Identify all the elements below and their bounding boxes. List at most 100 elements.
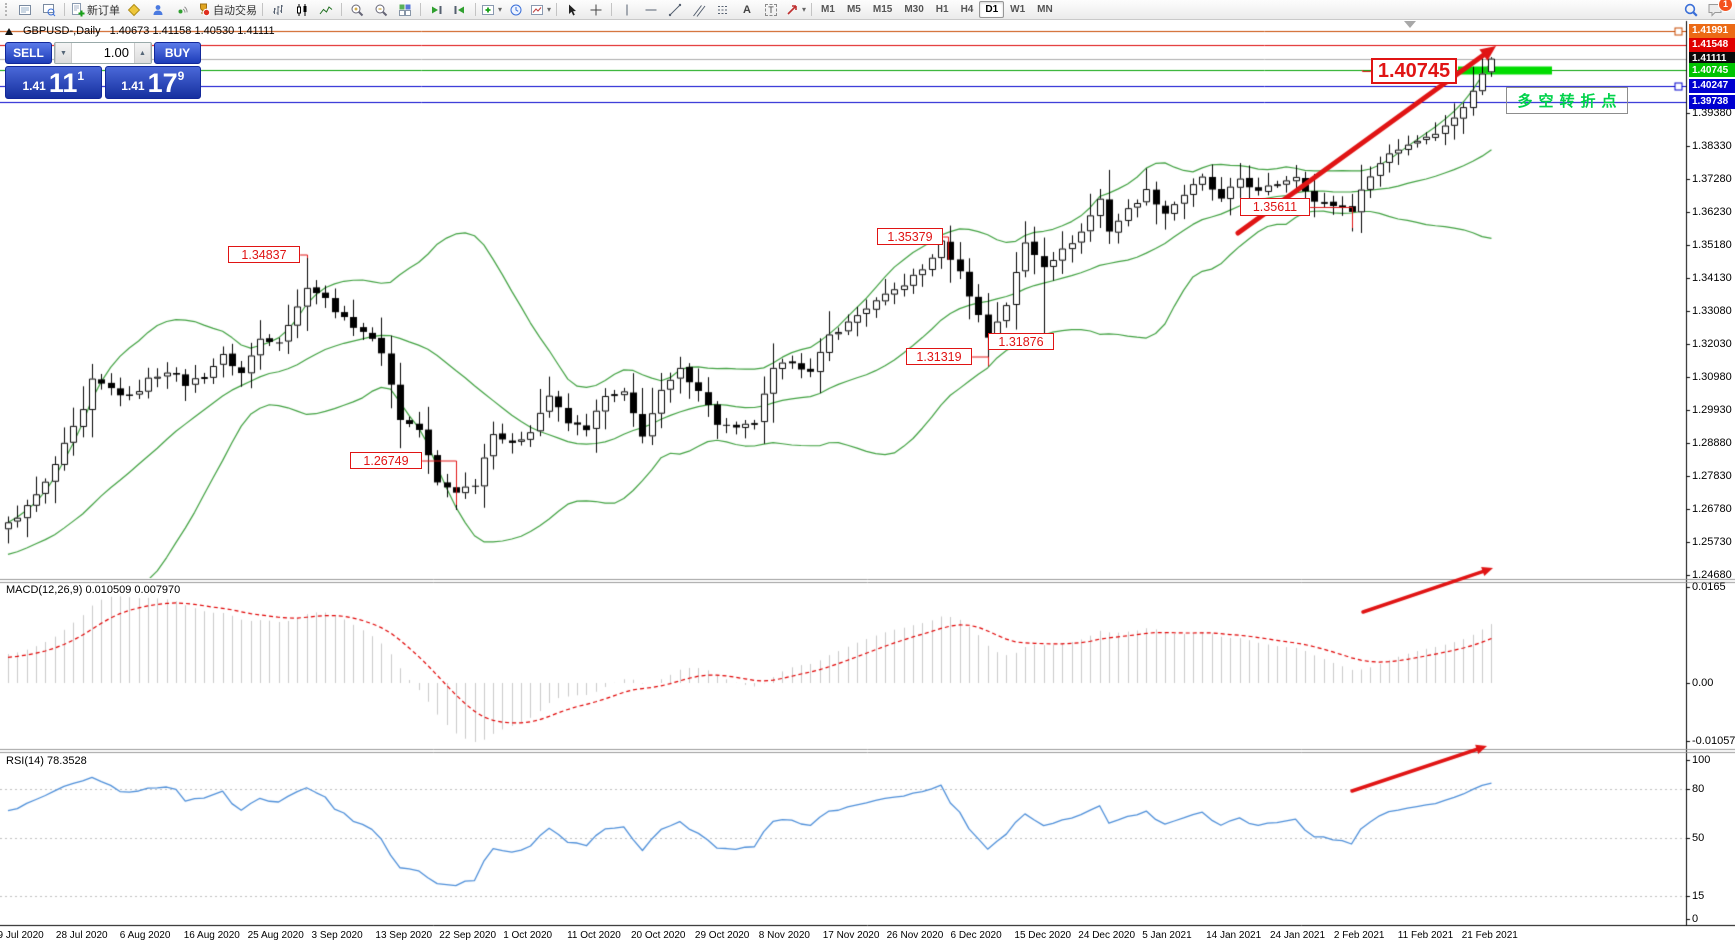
notification-badge: 1	[1718, 0, 1733, 12]
chevron-down-icon: ▾	[802, 5, 807, 14]
price-tick: 1.30980	[1692, 371, 1732, 383]
timeframe-M30[interactable]: M30	[904, 4, 924, 15]
buy-price-button[interactable]: 1.41 17 9	[104, 66, 201, 99]
date-label: 8 Nov 2020	[758, 930, 810, 941]
tile-windows-icon[interactable]	[393, 1, 417, 19]
label-tool[interactable]: T	[759, 1, 783, 19]
timeframe-H4[interactable]: H4	[960, 4, 974, 15]
candlestick-icon[interactable]	[290, 1, 314, 19]
date-label: 2 Feb 2021	[1333, 930, 1385, 941]
date-label: 19 Jul 2020	[0, 930, 44, 941]
date-label: 21 Feb 2021	[1461, 930, 1518, 941]
price-callout[interactable]: 1.35379	[877, 228, 943, 245]
signals-icon[interactable]	[170, 1, 194, 19]
date-label: 28 Jul 2020	[55, 930, 108, 941]
timeframe-MN[interactable]: MN	[1037, 4, 1053, 15]
date-label: 20 Oct 2020	[631, 930, 686, 941]
price-callout[interactable]: 1.40745	[1371, 58, 1457, 84]
bar-chart-icon[interactable]	[266, 1, 290, 19]
timeframe-M15[interactable]: M15	[872, 4, 893, 15]
autotrading-button[interactable]: 自动交易	[194, 1, 259, 19]
price-tick: 1.38330	[1692, 140, 1732, 152]
rsi-tick: 50	[1692, 832, 1705, 844]
trendline-tool[interactable]	[663, 1, 687, 19]
date-label: 24 Dec 2020	[1078, 930, 1136, 941]
toolbar-grip	[5, 3, 10, 16]
timeframe-W1[interactable]: W1	[1010, 4, 1026, 15]
cursor-tool[interactable]	[560, 1, 584, 19]
equidistant-channel-tool[interactable]	[687, 1, 711, 19]
macd-label: MACD(12,26,9) 0.010509 0.007970	[6, 584, 181, 596]
data-window-icon[interactable]	[37, 1, 61, 19]
price-tick: 1.29930	[1692, 404, 1732, 416]
price-tick: 1.37280	[1692, 173, 1732, 185]
zoom-out-icon[interactable]	[369, 1, 393, 19]
price-tick: 1.24680	[1692, 569, 1732, 581]
crosshair-tool[interactable]	[584, 1, 608, 19]
price-line-chip: 1.40247	[1689, 78, 1735, 93]
chart-shift-icon[interactable]	[448, 1, 472, 19]
notifications-button[interactable]: 1	[1703, 0, 1733, 19]
text-object-pivot[interactable]: 多空转折点	[1506, 87, 1628, 114]
horizontal-line-tool[interactable]	[639, 1, 663, 19]
date-label: 22 Sep 2020	[439, 930, 497, 941]
timeframe-H1[interactable]: H1	[935, 4, 949, 15]
date-label: 14 Jan 2021	[1206, 930, 1262, 941]
date-label: 6 Aug 2020	[119, 930, 171, 941]
buy-button[interactable]: BUY	[154, 42, 201, 64]
auto-scroll-icon[interactable]	[424, 1, 448, 19]
volume-increase-button[interactable]: ▲	[134, 43, 151, 63]
new-order-label: 新订单	[87, 4, 120, 17]
price-callout[interactable]: 1.35611	[1240, 198, 1310, 216]
chevron-down-icon: ▾	[547, 5, 552, 14]
zoom-in-icon[interactable]	[345, 1, 369, 19]
one-click-toggle-icon[interactable]	[5, 27, 13, 35]
timeframe-M5[interactable]: M5	[846, 4, 861, 15]
experts-icon[interactable]	[146, 1, 170, 19]
rsi-tick: 0	[1692, 913, 1699, 925]
macd-tick: 0.00	[1692, 677, 1714, 689]
arrows-tool[interactable]: ▾	[783, 1, 808, 19]
vertical-line-tool[interactable]	[615, 1, 639, 19]
buy-price-sup: 9	[177, 69, 185, 83]
templates-button[interactable]: ▾	[528, 1, 553, 19]
date-label: 24 Jan 2021	[1270, 930, 1326, 941]
rsi-label: RSI(14) 78.3528	[6, 755, 87, 767]
price-line-chip: 1.41991	[1689, 23, 1735, 38]
symbol-period-label: GBPUSD-,Daily	[23, 25, 101, 37]
search-icon[interactable]	[1679, 1, 1703, 19]
buy-price-small: 1.41	[121, 79, 145, 93]
volume-input[interactable]: 1.00	[103, 45, 129, 60]
indicators-button[interactable]: ▾	[479, 1, 504, 19]
price-callout[interactable]: 1.26749	[350, 452, 422, 469]
line-chart-icon[interactable]	[314, 1, 338, 19]
text-tool[interactable]: A	[743, 3, 751, 16]
price-tick: 1.36230	[1692, 206, 1732, 218]
date-label: 17 Nov 2020	[822, 930, 880, 941]
fibonacci-tool[interactable]	[711, 1, 735, 19]
new-order-button[interactable]: 新订单	[68, 1, 122, 19]
sell-price-small: 1.41	[22, 79, 46, 93]
price-tick: 1.35180	[1692, 239, 1732, 251]
price-callout[interactable]: 1.34837	[228, 246, 300, 263]
toolbar-separator	[420, 3, 421, 16]
price-line-chip: 1.41111	[1689, 51, 1735, 66]
volume-decrease-button[interactable]: ▼	[55, 43, 72, 63]
terminal-icon[interactable]	[13, 1, 37, 19]
sell-button[interactable]: SELL	[5, 42, 52, 64]
price-callout[interactable]: 1.31319	[906, 348, 972, 365]
price-tick: 1.39380	[1692, 107, 1732, 119]
timeframe-D1[interactable]: D1	[979, 1, 1005, 18]
sell-price-button[interactable]: 1.41 11 1	[5, 66, 102, 99]
date-label: 1 Oct 2020	[503, 930, 553, 941]
timeframe-M1[interactable]: M1	[821, 4, 835, 15]
price-tick: 1.28880	[1692, 437, 1732, 449]
toolbar-separator	[341, 3, 342, 16]
price-callout[interactable]: 1.31876	[988, 333, 1054, 350]
periods-clock-button[interactable]	[504, 1, 528, 19]
styler-icon[interactable]	[122, 1, 146, 19]
volume-stepper: ▼ 1.00 ▲	[54, 42, 152, 64]
toolbar-separator	[64, 3, 65, 16]
